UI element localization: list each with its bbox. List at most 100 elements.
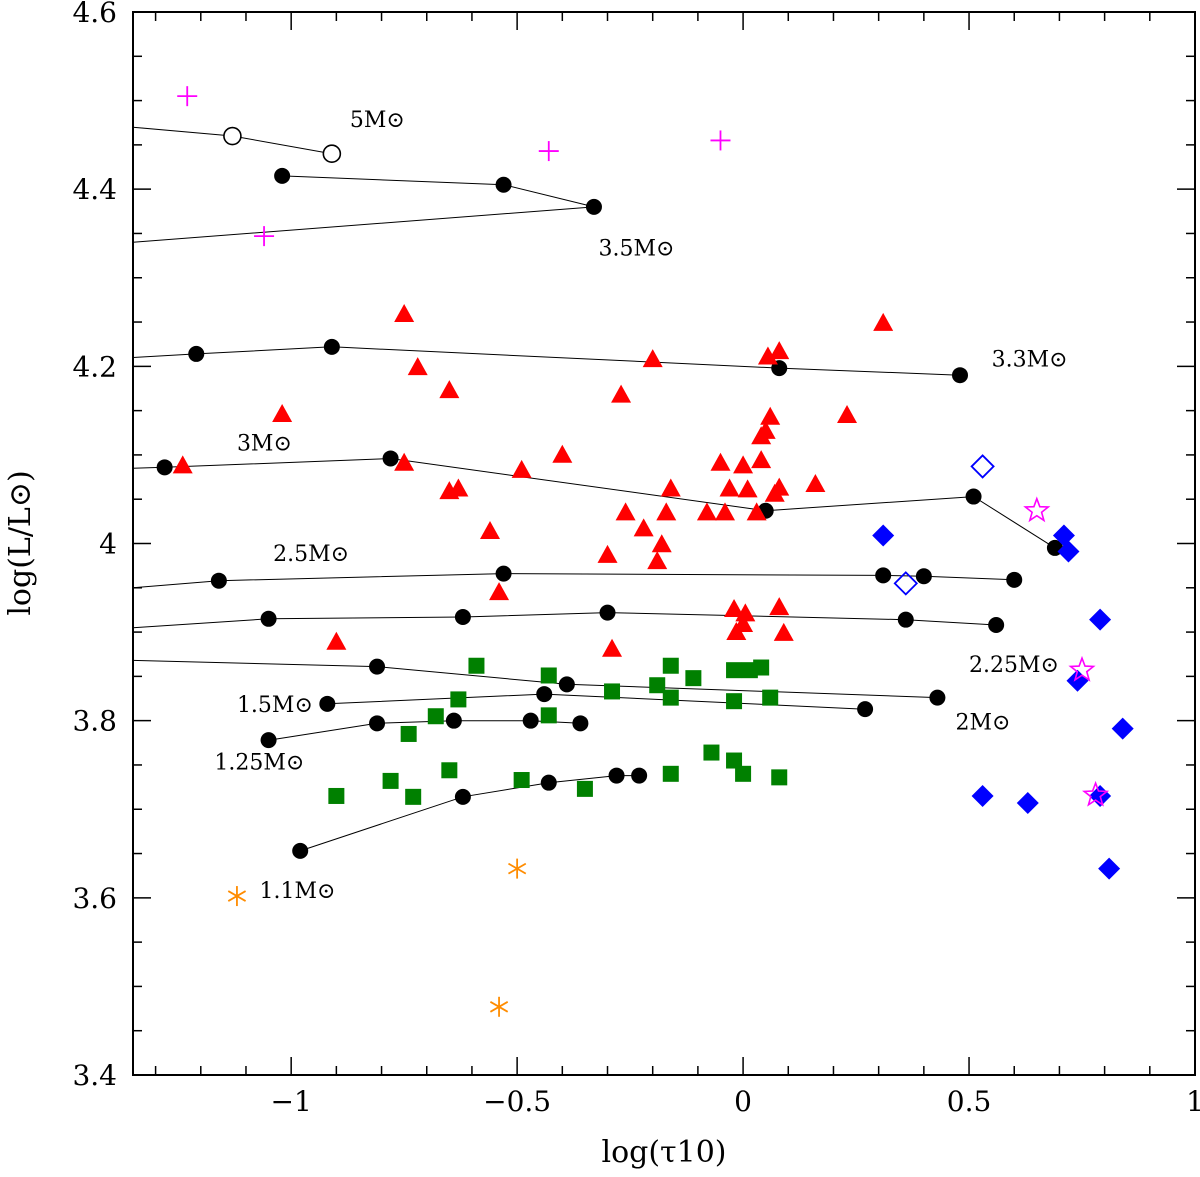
y-tick-label: 4.2 (72, 350, 117, 383)
blue-open-diamond-marker (970, 454, 995, 479)
red-triangle-marker (746, 502, 767, 521)
red-triangle-marker (642, 349, 663, 368)
asterisk-arm (227, 890, 247, 902)
red-triangle-marker (326, 631, 347, 650)
blue-diamond-marker (971, 784, 994, 807)
red-triangle-marker (773, 622, 794, 641)
track-point (540, 774, 557, 791)
track-point (495, 176, 512, 193)
track-point (445, 712, 462, 729)
red-triangle-marker (837, 404, 858, 423)
magenta-plus-marker (538, 141, 559, 162)
track-point (857, 701, 874, 718)
tick-labels: −1 −0.5 0 0.5 1 3.4 3.6 3.8 4 4.2 4.4 4.6 (72, 0, 1200, 1118)
green-square-marker (405, 788, 422, 805)
track-point (897, 611, 914, 628)
track-point (319, 695, 336, 712)
orange-asterisk-marker (227, 886, 247, 907)
track-point (156, 459, 173, 476)
red-triangle-marker (755, 420, 776, 439)
red-triangle-marker (873, 312, 894, 331)
track-point (599, 604, 616, 621)
red-triangle-marker (511, 459, 532, 478)
evolutionary-tracks (132, 126, 1063, 859)
track-label: 1.1M⊙ (260, 879, 336, 904)
green-square-marker (662, 657, 679, 674)
track-label: 3M⊙ (237, 431, 292, 456)
magenta-plus-marker (254, 226, 275, 247)
magenta-star-marker (1068, 655, 1096, 682)
track-line-1.5M⊙ (327, 693, 866, 710)
green-square-marker (382, 772, 399, 789)
track-label: 2M⊙ (955, 711, 1010, 736)
green-square-marker (400, 725, 417, 742)
green-square-marker (703, 744, 720, 761)
red-triangle-marker (394, 452, 415, 471)
blue-diamond-marker (872, 524, 895, 547)
track-point (988, 616, 1005, 633)
track-point (522, 712, 539, 729)
magenta-plus-marker (177, 86, 198, 107)
track-point (260, 732, 277, 749)
red-triangle-marker (407, 357, 428, 376)
red-triangle-marker (769, 597, 790, 616)
green-square-marker (604, 683, 621, 700)
x-tick-label: −0.5 (483, 1085, 551, 1118)
track-point (608, 767, 625, 784)
red-triangle-marker (733, 613, 754, 632)
green-square-marker (753, 659, 770, 676)
track-point (915, 568, 932, 585)
green-square-marker (441, 762, 458, 779)
red-triangle-marker (757, 346, 778, 365)
red-triangle-marker (633, 518, 654, 537)
green-square-marker (540, 667, 557, 684)
track-point (454, 609, 471, 626)
x-tick-label: 0.5 (947, 1085, 992, 1118)
track-point (454, 788, 471, 805)
red-triangle-marker (760, 406, 781, 425)
blue-diamond-marker (1057, 540, 1080, 563)
blue-diamond-marker (1052, 524, 1075, 547)
red-triangle-marker (735, 603, 756, 622)
red-triangle-marker (480, 520, 501, 539)
x-axis-title: log(τ10) (601, 1135, 726, 1170)
track-point (1006, 571, 1023, 588)
green-square-marker (649, 677, 666, 694)
track-label: 3.3M⊙ (992, 347, 1068, 372)
magenta-star-marker (1023, 496, 1051, 523)
red-triangle-marker (611, 384, 632, 403)
red-triangle-marker (733, 455, 754, 474)
green-square-marker (771, 769, 788, 786)
track-line-3.5M⊙ (132, 175, 595, 243)
red-triangle-marker (719, 478, 740, 497)
green-square-marker (513, 772, 530, 789)
red-triangle-marker (172, 455, 193, 474)
green-square-marker (450, 691, 467, 708)
red-triangle-marker (696, 502, 717, 521)
track-point (585, 198, 602, 215)
red-triangle-marker (448, 478, 469, 497)
plot-frame (132, 11, 1196, 1076)
orange-asterisk-marker (489, 996, 509, 1017)
blue-diamond-marker (1098, 857, 1121, 880)
green-square-marker (726, 752, 743, 769)
y-tick-label: 3.8 (72, 705, 117, 738)
red-triangle-marker (710, 452, 731, 471)
green-square-marker (468, 657, 485, 674)
red-triangle-marker (651, 534, 672, 553)
blue-diamond-marker (1089, 608, 1112, 631)
red-triangle-marker (439, 380, 460, 399)
red-triangle-marker (751, 450, 772, 469)
track-line-2M⊙ (132, 659, 938, 699)
track-label: 3.5M⊙ (598, 237, 674, 262)
red-triangle-marker (489, 582, 510, 601)
track-line-3M⊙ (132, 457, 1056, 549)
red-triangle-marker (647, 551, 668, 570)
track-point (369, 658, 386, 675)
y-tick-label: 4.6 (72, 0, 117, 29)
green-square-marker (662, 765, 679, 782)
magenta-plus-marker (710, 130, 731, 151)
asterisk-arm (489, 1001, 509, 1013)
y-tick-label: 4 (99, 528, 117, 561)
